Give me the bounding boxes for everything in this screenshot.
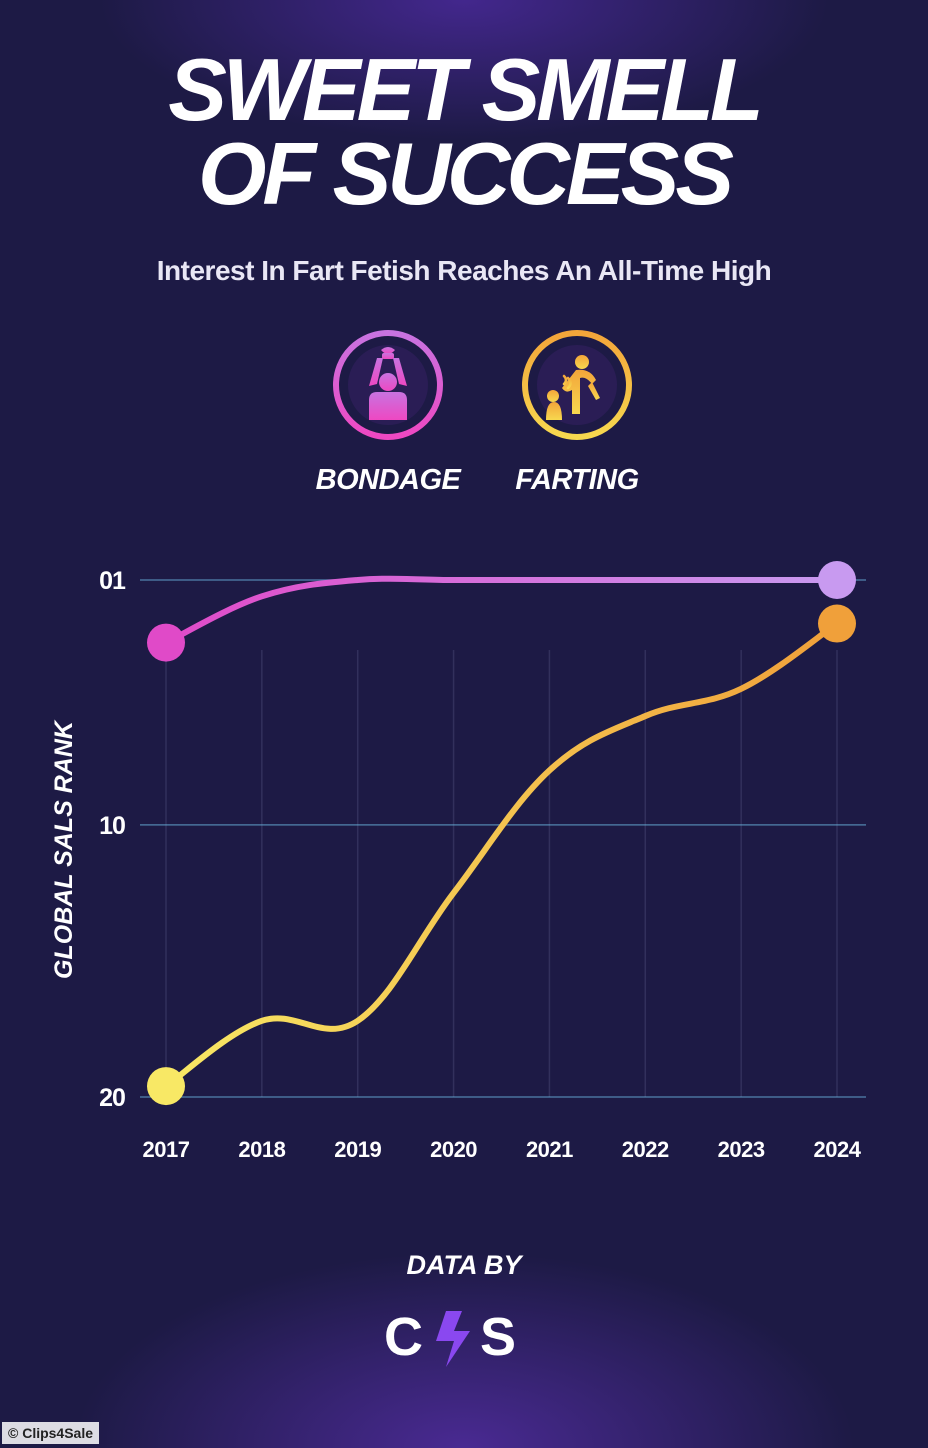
x-tick-label: 2020 (430, 1137, 477, 1162)
x-tick-label: 2023 (718, 1137, 765, 1162)
data-point-farting-2017 (147, 1067, 185, 1106)
page-title: SWEET SMELL OF SUCCESS (0, 40, 928, 223)
legend-item-farting: FARTING (477, 328, 677, 497)
x-tick-label: 2022 (622, 1137, 669, 1162)
legend-label-bondage: BONDAGE (315, 464, 461, 496)
data-point-farting-2024 (818, 604, 856, 643)
y-tick-label: 10 (99, 812, 125, 840)
legend-item-bondage: BONDAGE (288, 328, 488, 497)
x-tick-label: 2024 (814, 1137, 862, 1162)
x-tick-label: 2021 (526, 1137, 573, 1162)
credit-watermark: © Clips4Sale (2, 1422, 100, 1444)
x-tick-label: 2017 (143, 1137, 190, 1162)
y-tick-label: 20 (99, 1084, 125, 1112)
data-point-bondage-2024 (818, 561, 856, 599)
series-line-farting (163, 620, 840, 1090)
x-tick-label: 2019 (334, 1137, 381, 1162)
legend-label-farting: FARTING (515, 464, 639, 496)
farting-icon (520, 328, 634, 442)
data-point-bondage-2017 (147, 623, 185, 662)
series-line-bondage (163, 575, 840, 646)
title-line-1: SWEET SMELL (168, 40, 764, 139)
bondage-icon (331, 328, 445, 442)
y-tick-label: 01 (99, 567, 126, 595)
svg-text:C: C (384, 1307, 423, 1367)
svg-text:S: S (480, 1307, 516, 1367)
x-tick-label: 2018 (238, 1137, 285, 1162)
subtitle: Interest In Fart Fetish Reaches An All-T… (156, 255, 772, 286)
y-axis-label: GLOBAL SALS RANK (50, 719, 78, 979)
c4s-logo: C S (0, 1305, 928, 1369)
footer-data-by: DATA BY (406, 1250, 522, 1280)
title-line-2: OF SUCCESS (197, 124, 734, 223)
line-chart: 01 10 20 2017 2018 2019 2020 2021 2022 2023 2024 G… (50, 561, 866, 1162)
